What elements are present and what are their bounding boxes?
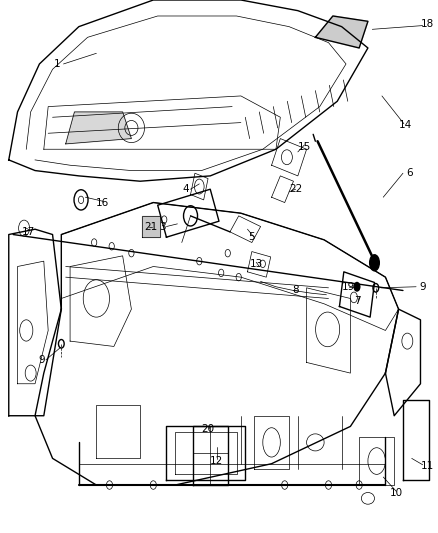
Text: 18: 18: [420, 19, 434, 29]
Text: 8: 8: [292, 286, 299, 295]
Text: 19: 19: [342, 282, 355, 292]
Text: 21: 21: [145, 222, 158, 231]
Text: 22: 22: [289, 184, 302, 194]
Ellipse shape: [354, 282, 360, 291]
Text: 20: 20: [201, 424, 215, 434]
Text: 5: 5: [248, 232, 255, 242]
Polygon shape: [315, 16, 368, 48]
Text: 12: 12: [210, 456, 223, 466]
Text: 11: 11: [420, 462, 434, 471]
Text: 15: 15: [298, 142, 311, 151]
Ellipse shape: [370, 255, 379, 271]
Polygon shape: [142, 216, 160, 237]
Text: 13: 13: [250, 259, 263, 269]
Text: 3: 3: [159, 222, 166, 231]
Text: 10: 10: [390, 488, 403, 498]
Text: 17: 17: [22, 227, 35, 237]
Text: 9: 9: [419, 282, 426, 292]
Polygon shape: [66, 112, 131, 144]
Text: 7: 7: [353, 296, 360, 306]
Text: 14: 14: [399, 120, 412, 130]
Text: 1: 1: [53, 59, 60, 69]
Text: 9: 9: [38, 355, 45, 365]
Text: 4: 4: [183, 184, 190, 194]
Text: 6: 6: [406, 168, 413, 178]
Text: 16: 16: [96, 198, 110, 207]
